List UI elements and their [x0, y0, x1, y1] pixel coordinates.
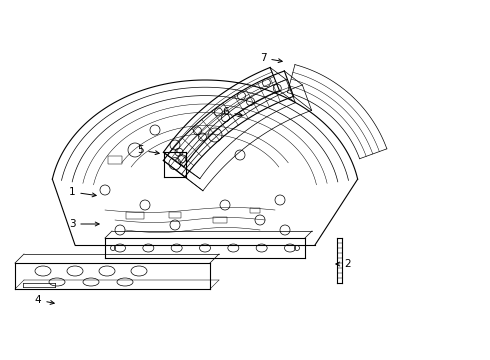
Bar	[126, 211, 144, 219]
Text: 6: 6	[222, 107, 242, 117]
Text: 1: 1	[69, 187, 96, 197]
Bar	[213, 217, 227, 223]
Bar	[250, 207, 260, 212]
Text: 2: 2	[336, 259, 351, 269]
Text: 7: 7	[260, 53, 282, 63]
Text: 3: 3	[69, 219, 99, 229]
Bar	[169, 212, 181, 218]
Text: 5: 5	[137, 145, 159, 155]
Text: 4: 4	[35, 295, 54, 305]
Bar	[108, 156, 122, 164]
